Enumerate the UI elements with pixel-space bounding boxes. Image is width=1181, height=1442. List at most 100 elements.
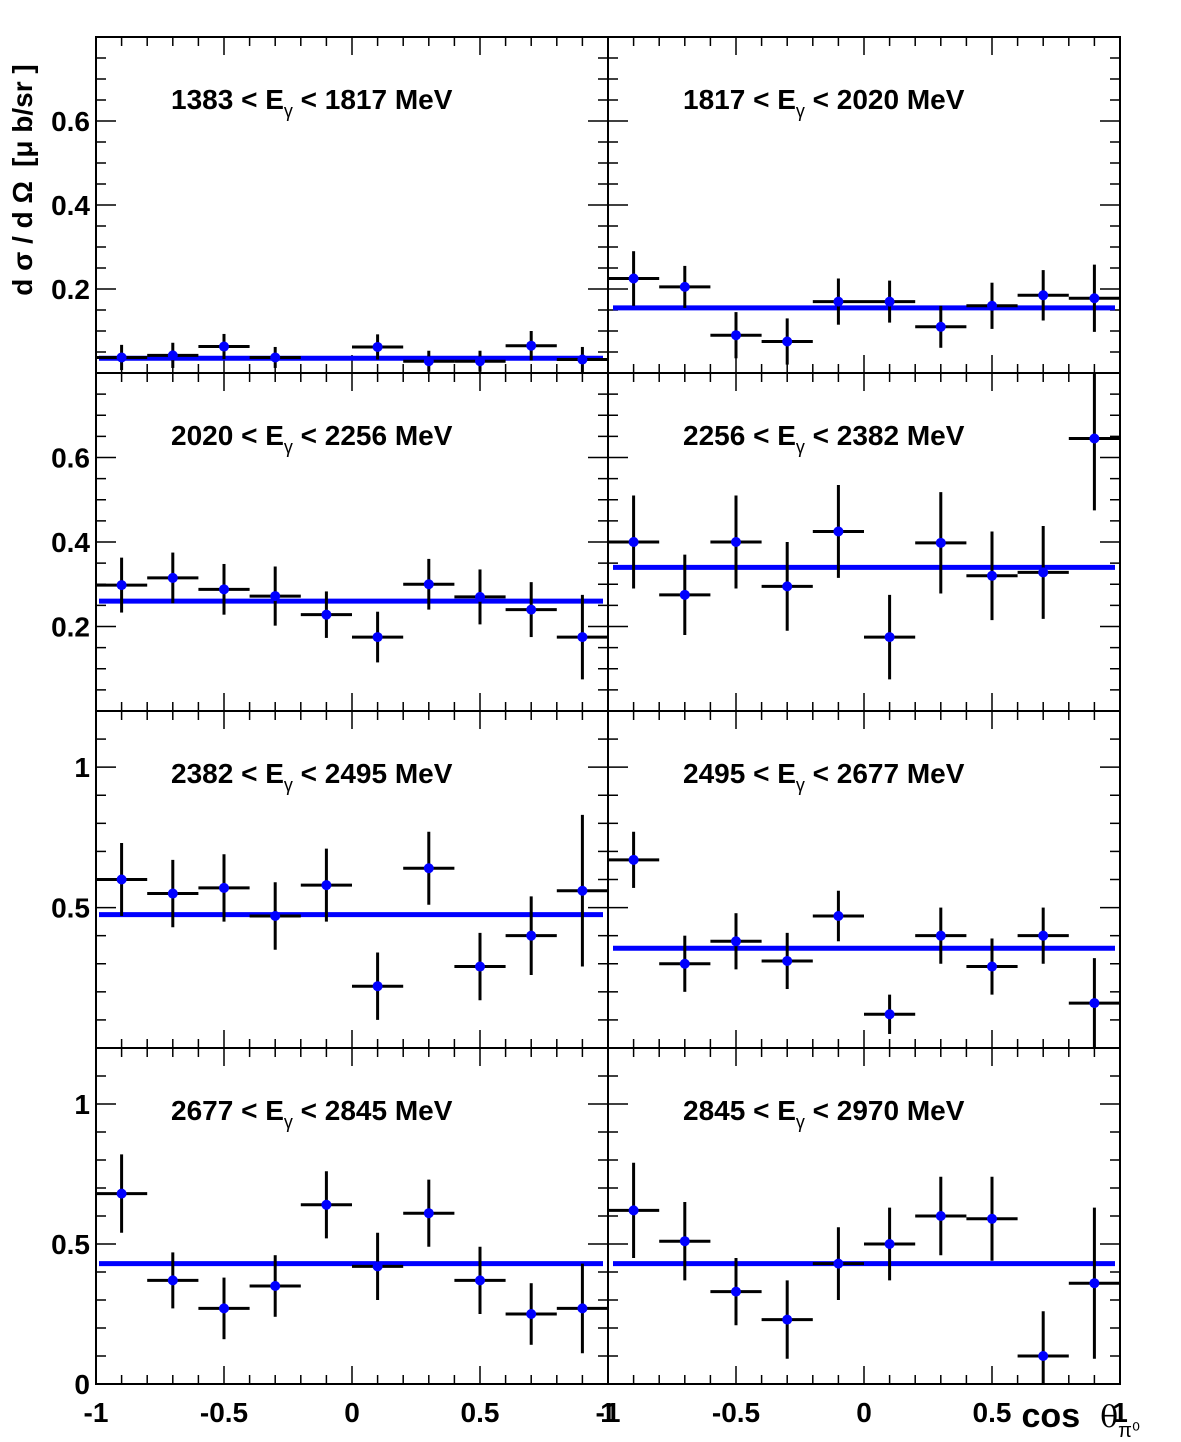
data-point <box>116 580 127 591</box>
data-point <box>167 572 178 583</box>
data-point <box>475 961 485 972</box>
data-point <box>833 296 844 307</box>
x-tick-label: -0.5 <box>712 1397 760 1428</box>
y-tick-label: 0 <box>74 1369 90 1400</box>
y-axis-title-unit: [μ b/sr ] <box>7 64 38 167</box>
data-point <box>1089 293 1100 304</box>
data-point <box>731 330 741 341</box>
data-point <box>782 336 793 347</box>
panel-title-post: < 2677 MeV <box>805 758 965 789</box>
y-tick-label: 0.2 <box>51 274 90 305</box>
data-point <box>782 955 793 966</box>
panel-6: 2495 < Eγ < 2677 MeV <box>607 710 1121 1049</box>
panel-1: 0.2 0.4 0.6 1383 < Eγ < 1817 MeV <box>51 36 609 374</box>
data-point <box>167 888 178 899</box>
data-point <box>1038 1351 1049 1361</box>
y-axis-title: d σ / d Ω [μ b/sr ] <box>7 64 38 295</box>
data-point <box>782 1314 793 1325</box>
panel-title-post: < 2256 MeV <box>293 420 453 451</box>
data-point <box>884 296 895 307</box>
y-tick-label: 1 <box>74 752 90 783</box>
panel-title-pre: 2677 < E <box>171 1095 284 1126</box>
data-point <box>423 863 434 874</box>
data-point <box>731 936 741 947</box>
panel-title: 2256 < Eγ < 2382 MeV <box>683 420 965 457</box>
data-point <box>475 356 485 367</box>
panel-title-sub: γ <box>284 1112 293 1132</box>
data-point <box>526 930 537 941</box>
x-tick-label: 0.5 <box>461 1397 500 1428</box>
panel-title-pre: 2382 < E <box>171 758 284 789</box>
data-point <box>270 352 281 363</box>
data-point <box>884 1009 895 1020</box>
x-axis-title: cos θπ⁰ <box>1022 1397 1140 1442</box>
panel-title: 2020 < Eγ < 2256 MeV <box>171 420 453 457</box>
axis-titles: d σ / d Ω [μ b/sr ] cos θπ⁰ <box>7 64 1140 1442</box>
data-point <box>884 1239 895 1249</box>
panel-title-pre: 2495 < E <box>683 758 796 789</box>
panel-title: 1817 < Eγ < 2020 MeV <box>683 84 965 121</box>
data-point <box>219 1303 229 1314</box>
data-point <box>219 584 229 595</box>
data-point <box>321 609 332 620</box>
x-axis-title-symbol: θ <box>1100 1400 1118 1435</box>
panel-5: 0.5 1 2382 < Eγ < 2495 MeV <box>51 710 609 1049</box>
data-point <box>935 537 946 548</box>
x-tick-label: 0 <box>344 1397 360 1428</box>
data-point <box>935 930 946 941</box>
data-point <box>116 874 127 885</box>
data-point <box>679 281 690 292</box>
data-point <box>116 352 127 363</box>
data-point <box>526 340 537 351</box>
panel-title-post: < 2382 MeV <box>805 420 965 451</box>
data-point <box>987 1213 997 1224</box>
data-point <box>423 1208 434 1219</box>
y-tick-label: 0.4 <box>51 190 90 221</box>
y-axis-title-main: d σ / d Ω <box>7 181 38 296</box>
data-point <box>219 341 229 352</box>
panel-title-sub: γ <box>796 101 805 121</box>
data-point <box>628 854 639 865</box>
data-point <box>679 589 690 600</box>
data-point <box>731 537 741 547</box>
data-point <box>987 300 997 311</box>
data-point <box>679 1236 690 1247</box>
panel-title-pre: 1817 < E <box>683 84 796 115</box>
data-point <box>577 885 588 896</box>
y-tick-label: 0.6 <box>51 106 90 137</box>
data-point <box>833 526 844 537</box>
panel-title-sub: γ <box>284 775 293 795</box>
panel-title-post: < 2970 MeV <box>805 1095 965 1126</box>
panel-7: 0 0.5 1 -1 -0.5 0 0.5 1 2677 < Eγ < 2845 MeV <box>51 1047 616 1428</box>
data-point <box>628 273 639 284</box>
panel-title-post: < 2495 MeV <box>293 758 453 789</box>
panel-title: 2382 < Eγ < 2495 MeV <box>171 758 453 795</box>
data-point <box>423 356 434 367</box>
panel-title-sub: γ <box>796 437 805 457</box>
panel-8: -1 -0.5 0 0.5 1 2845 < Eγ < 2970 MeV <box>596 1047 1128 1428</box>
data-point <box>526 1309 537 1319</box>
panel-2: 1817 < Eγ < 2020 MeV <box>607 36 1121 374</box>
data-point <box>1038 567 1049 578</box>
data-point <box>987 961 997 972</box>
data-point <box>833 911 844 922</box>
panel-title: 2495 < Eγ < 2677 MeV <box>683 758 965 795</box>
x-tick-label: 1 <box>1112 1397 1128 1428</box>
data-point <box>167 350 178 361</box>
data-point <box>833 1258 844 1269</box>
data-point <box>628 537 639 547</box>
y-tick-label: 0.4 <box>51 527 90 558</box>
data-point <box>987 570 997 581</box>
data-point <box>321 1199 332 1210</box>
panel-title: 1383 < Eγ < 1817 MeV <box>171 84 453 121</box>
x-tick-label: -1 <box>596 1397 621 1428</box>
data-point <box>270 911 281 922</box>
data-point <box>372 632 383 643</box>
data-point <box>270 591 281 602</box>
data-point <box>321 880 332 891</box>
data-point <box>935 1211 946 1221</box>
x-tick-label: 1 <box>600 1397 616 1428</box>
panel-title-sub: γ <box>796 1112 805 1132</box>
